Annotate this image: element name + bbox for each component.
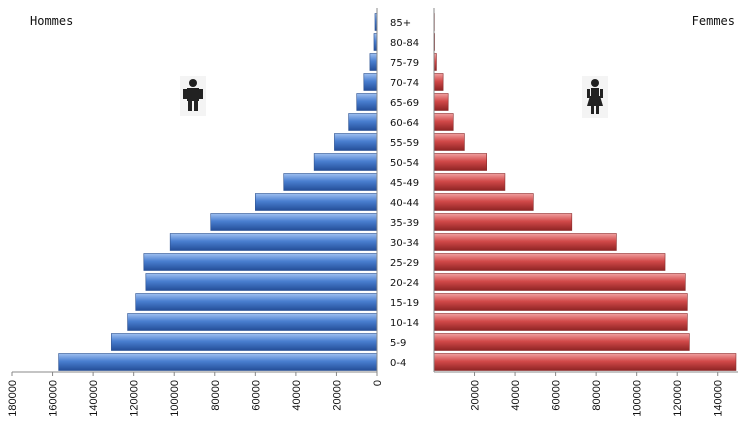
age-label: 80-84 <box>390 38 419 49</box>
male-tick-label: 60000 <box>250 380 262 411</box>
age-label: 25-29 <box>390 258 419 269</box>
female-tick-label: 20000 <box>470 380 482 411</box>
male-bar-5-9 <box>111 333 378 351</box>
age-label: 75-79 <box>390 58 419 69</box>
male-bar-55-59 <box>334 133 378 151</box>
age-label: 15-19 <box>390 298 419 309</box>
male-bar-0-4 <box>58 353 378 371</box>
age-label: 60-64 <box>390 118 419 129</box>
age-label: 65-69 <box>390 98 419 109</box>
male-bar-50-54 <box>313 153 378 171</box>
female-bar-50-54 <box>433 153 487 171</box>
female-axis-ticks: 20000 40000 60000 80000 100000 120000 140000 <box>470 372 725 417</box>
male-tick-label: 20000 <box>331 380 343 411</box>
male-bar-65-69 <box>356 93 378 111</box>
male-tick-label: 40000 <box>291 380 303 411</box>
male-tick-label: 80000 <box>210 380 222 411</box>
age-label: 85+ <box>390 18 411 29</box>
age-label: 10-14 <box>390 318 419 329</box>
female-bar-60-64 <box>433 113 454 131</box>
female-bar-40-44 <box>433 193 534 211</box>
male-bar-15-19 <box>135 293 378 311</box>
male-bars <box>58 13 378 371</box>
male-bar-40-44 <box>255 193 378 211</box>
female-tick-label: 140000 <box>713 380 725 417</box>
female-bar-45-49 <box>433 173 506 191</box>
male-tick-label: 100000 <box>169 380 181 417</box>
age-label: 5-9 <box>390 338 406 349</box>
male-bar-70-74 <box>363 73 378 91</box>
axes <box>12 8 738 373</box>
male-tick-label: 180000 <box>7 380 19 417</box>
male-bar-60-64 <box>348 113 378 131</box>
male-panel-title: Hommes <box>30 14 74 28</box>
male-tick-label: 120000 <box>129 380 141 417</box>
male-bar-10-14 <box>127 313 378 331</box>
female-bar-15-19 <box>433 293 688 311</box>
female-tick-label: 60000 <box>551 380 563 411</box>
male-bar-45-49 <box>283 173 378 191</box>
female-figure-icon <box>582 76 608 118</box>
female-bar-25-29 <box>433 253 666 271</box>
female-tick-label: 100000 <box>632 380 644 417</box>
male-bar-20-24 <box>145 273 378 291</box>
female-tick-label: 40000 <box>510 380 522 411</box>
female-bars <box>433 13 737 371</box>
female-tick-label: 80000 <box>591 380 603 411</box>
male-bar-35-39 <box>210 213 378 231</box>
age-label: 35-39 <box>390 218 419 229</box>
male-axis-ticks: 180000 160000 140000 120000 100000 80000 60000… <box>7 372 384 417</box>
female-panel-title: Femmes <box>691 14 735 28</box>
male-tick-label: 160000 <box>48 380 60 417</box>
age-label: 70-74 <box>390 78 419 89</box>
male-figure-icon <box>180 76 206 116</box>
age-label: 50-54 <box>390 158 419 169</box>
female-bar-0-4 <box>433 353 737 371</box>
age-label: 30-34 <box>390 238 419 249</box>
female-bar-5-9 <box>433 333 690 351</box>
male-bar-25-29 <box>143 253 378 271</box>
female-bar-65-69 <box>433 93 449 111</box>
age-label: 0-4 <box>390 358 406 369</box>
female-tick-label: 120000 <box>672 380 684 417</box>
female-bar-35-39 <box>433 213 573 231</box>
male-bar-30-34 <box>169 233 378 251</box>
male-tick-label: 0 <box>372 380 384 386</box>
female-bar-10-14 <box>433 313 688 331</box>
female-bar-55-59 <box>433 133 465 151</box>
male-tick-label: 140000 <box>88 380 100 417</box>
age-label: 45-49 <box>390 178 419 189</box>
male-bar-75-79 <box>369 53 378 71</box>
female-bar-20-24 <box>433 273 686 291</box>
age-label: 55-59 <box>390 138 419 149</box>
female-bar-30-34 <box>433 233 617 251</box>
age-label: 40-44 <box>390 198 419 209</box>
age-label: 20-24 <box>390 278 419 289</box>
female-bar-70-74 <box>433 73 444 91</box>
age-group-labels: 0-4 5-9 10-14 15-19 20-24 25-29 30-34 35-39 40-4… <box>390 18 419 369</box>
